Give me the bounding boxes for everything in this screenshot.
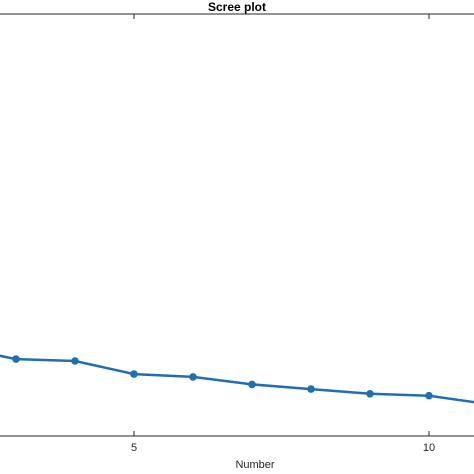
data-point: [130, 370, 138, 378]
data-point: [12, 355, 20, 363]
series-line: [0, 354, 474, 404]
data-point: [425, 391, 433, 400]
x-axis-label: Number: [235, 459, 275, 471]
data-point: [189, 373, 197, 381]
data-point: [71, 357, 79, 365]
x-tick-label: 5: [131, 442, 137, 454]
data-point: [366, 390, 374, 398]
data-point: [307, 385, 315, 393]
chart-title: Scree plot: [207, 0, 267, 14]
data-point: [248, 380, 256, 389]
x-tick-label: 10: [423, 442, 435, 454]
